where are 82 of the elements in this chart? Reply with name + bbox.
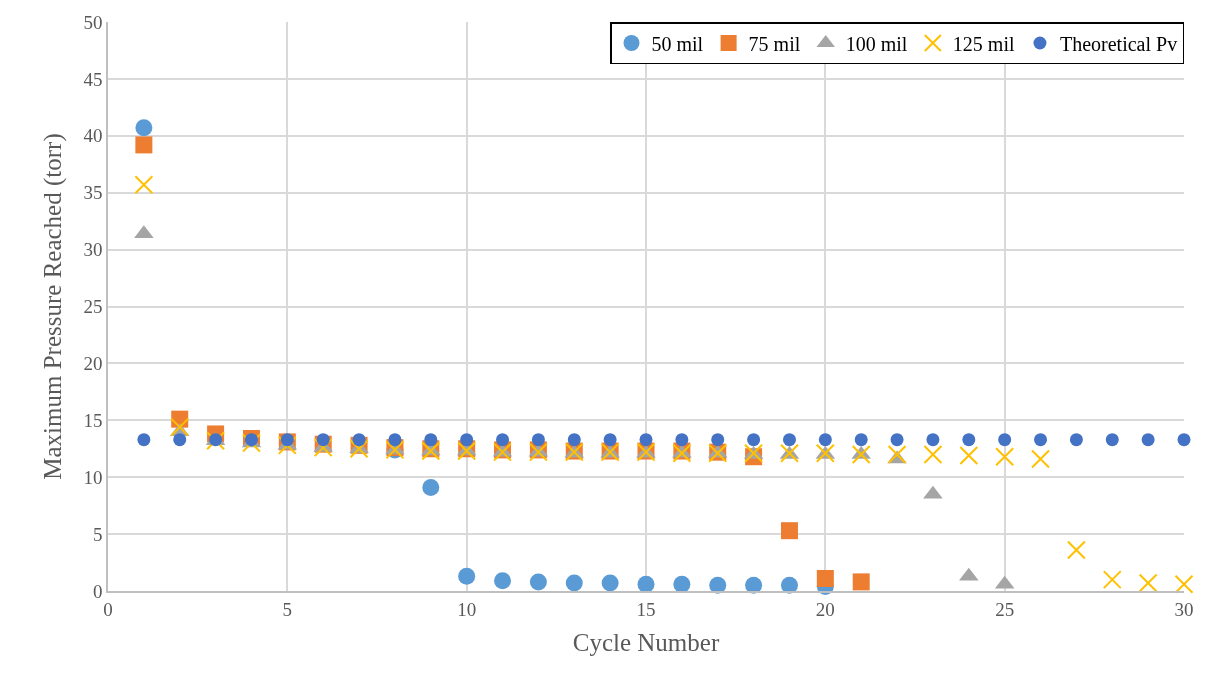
point — [1105, 433, 1119, 447]
point — [135, 136, 153, 154]
point — [1174, 574, 1194, 594]
x-tick-label: 10 — [457, 598, 477, 620]
point — [780, 576, 798, 594]
point — [137, 433, 151, 447]
legend-label: 50 mil — [651, 32, 704, 55]
point — [709, 576, 727, 594]
point — [639, 433, 653, 447]
point — [854, 433, 868, 447]
point — [747, 433, 761, 447]
y-tick-label: 25 — [83, 296, 103, 318]
point — [818, 433, 832, 447]
point — [890, 433, 904, 447]
point — [816, 569, 834, 587]
y-tick-label: 45 — [83, 68, 103, 90]
legend-label: 100 mil — [845, 32, 908, 55]
point — [851, 444, 871, 464]
point — [496, 433, 510, 447]
point — [352, 433, 366, 447]
point — [1141, 433, 1155, 447]
point — [995, 447, 1015, 467]
y-tick-label: 50 — [83, 11, 103, 33]
point — [887, 444, 907, 464]
point — [1034, 433, 1048, 447]
point — [1069, 433, 1083, 447]
point — [567, 433, 581, 447]
point — [422, 478, 440, 496]
y-tick-label: 30 — [83, 239, 103, 261]
point — [711, 433, 725, 447]
point — [313, 438, 333, 458]
y-tick-label: 20 — [83, 353, 103, 375]
x-tick-label: 30 — [1174, 598, 1194, 620]
point — [1031, 449, 1051, 469]
y-axis-title: Maximum Pressure Reached (torr) — [38, 133, 67, 480]
point — [852, 573, 870, 591]
point — [1066, 540, 1086, 560]
point — [959, 446, 979, 466]
point — [603, 433, 617, 447]
point — [780, 522, 798, 540]
y-tick-label: 5 — [92, 523, 103, 545]
y-tick-label: 0 — [92, 580, 103, 602]
point — [349, 439, 369, 459]
point — [494, 572, 512, 590]
point — [529, 573, 547, 591]
x-axis-title: Cycle Number — [572, 629, 720, 657]
point — [962, 433, 976, 447]
x-tick-label: 15 — [636, 598, 656, 620]
point — [637, 575, 655, 593]
point — [135, 119, 153, 137]
point — [316, 433, 330, 447]
point — [1138, 573, 1158, 593]
point — [1177, 433, 1191, 447]
legend-label: 75 mil — [748, 32, 801, 55]
point — [926, 433, 940, 447]
point — [531, 433, 545, 447]
point — [460, 433, 474, 447]
point — [170, 417, 190, 437]
legend-label: 125 mil — [952, 32, 1015, 55]
point — [424, 433, 438, 447]
y-tick-label: 40 — [83, 125, 103, 147]
point — [745, 576, 763, 594]
point — [601, 574, 619, 592]
point — [173, 433, 187, 447]
x-tick-label: 25 — [995, 598, 1015, 620]
y-tick-label: 10 — [83, 466, 103, 488]
point — [998, 433, 1012, 447]
x-tick-label: 20 — [815, 598, 835, 620]
point — [458, 567, 476, 585]
x-tick-label: 5 — [282, 598, 293, 620]
y-tick-label: 35 — [83, 182, 103, 204]
point — [923, 444, 943, 464]
point — [280, 433, 294, 447]
point — [134, 175, 154, 195]
point — [565, 574, 583, 592]
point — [388, 433, 402, 447]
legend-label: Theoretical Pv — [1059, 32, 1178, 55]
y-tick-label: 15 — [83, 409, 103, 431]
point — [673, 575, 691, 593]
point — [782, 433, 796, 447]
point — [675, 433, 689, 447]
point — [1102, 570, 1122, 590]
